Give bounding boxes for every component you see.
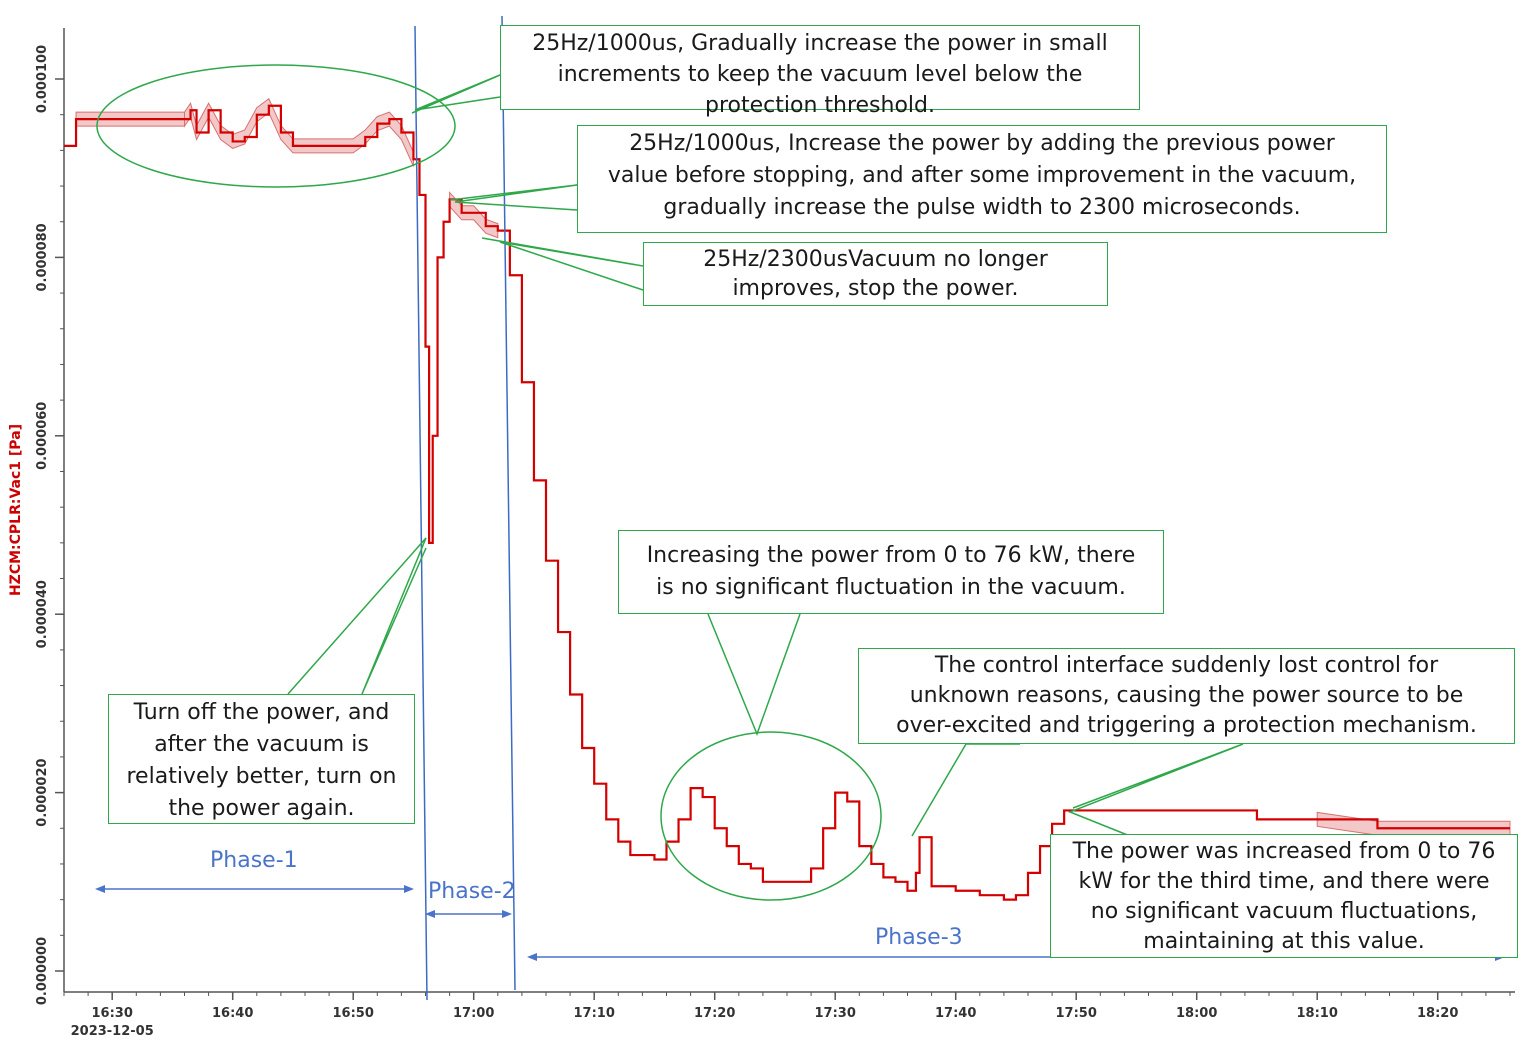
annotation-line: gradually increase the pulse width to 23…	[663, 195, 1301, 220]
x-tick-label: 17:30	[815, 1006, 856, 1021]
leader-a2	[449, 184, 578, 211]
y-tick-label: 0.000060	[35, 402, 50, 470]
annotation-line: value before stopping, and after some im…	[607, 163, 1357, 188]
phase-1-arrow-head-right	[404, 885, 414, 893]
y-tick-label: 0.000020	[35, 758, 50, 826]
annotation-line: the power again.	[168, 796, 355, 821]
leader-a3	[481, 237, 644, 291]
annotation-no-fluctuation: Increasing the power from 0 to 76 kW, th…	[618, 530, 1164, 614]
phase-1-label: Phase-1	[210, 848, 298, 873]
annotation-lost-control: The control interface suddenly lost cont…	[858, 648, 1515, 744]
min-max-band	[184, 97, 414, 167]
phase-2-label: Phase-2	[428, 879, 516, 904]
x-tick-label: 17:20	[694, 1006, 735, 1021]
phase-2-arrow-head-left	[425, 910, 435, 918]
x-tick-label: 18:00	[1176, 1006, 1217, 1021]
annotation-line: increments to keep the vacuum level belo…	[557, 62, 1083, 87]
leader-a7	[1067, 743, 1244, 837]
y-tick-label: 0.000100	[35, 45, 50, 113]
annotation-line: Turn off the power, and	[133, 700, 390, 725]
annotation-line: kW for the third time, and there were	[1078, 869, 1490, 894]
annotation-line: after the vacuum is	[154, 732, 369, 757]
x-date-label: 2023-12-05	[71, 1024, 154, 1039]
annotation-line: Increasing the power from 0 to 76 kW, th…	[646, 543, 1136, 568]
x-tick-label: 16:30	[92, 1006, 133, 1021]
y-tick-label: 0.000000	[35, 937, 50, 1005]
annotation-line: no significant vacuum fluctuations,	[1090, 899, 1478, 924]
phase-3-label: Phase-3	[875, 925, 963, 950]
y-axis-label: HZCM:CPLR:Vac1 [Pa]	[8, 424, 24, 596]
phase-1-arrow-head-left	[95, 885, 105, 893]
phase-2-arrow-head-right	[502, 910, 512, 918]
annotation-line: The control interface suddenly lost cont…	[934, 653, 1439, 678]
annotation-line: 25Hz/1000us, Gradually increase the powe…	[532, 31, 1108, 56]
annotation-line: improves, stop the power.	[732, 276, 1019, 301]
leader-a5	[707, 613, 801, 737]
annotation-stop-power: 25Hz/2300usVacuum no longer improves, st…	[643, 242, 1108, 306]
y-tick-label: 0.000040	[35, 580, 50, 648]
annotation-line: protection threshold.	[705, 93, 935, 118]
annotation-line: over-excited and triggering a protection…	[896, 713, 1477, 738]
annotation-line: maintaining at this value.	[1143, 929, 1425, 954]
phase-3-arrow-head-left	[527, 953, 537, 961]
highlight-ellipse-phase1	[96, 64, 456, 188]
annotation-line: unknown reasons, causing the power sourc…	[909, 683, 1464, 708]
x-tick-label: 17:50	[1056, 1006, 1097, 1021]
phase-divider-2	[501, 15, 516, 991]
x-tick-label: 18:10	[1297, 1006, 1338, 1021]
x-tick-label: 18:20	[1417, 1006, 1458, 1021]
x-tick-label: 16:50	[333, 1006, 374, 1021]
leader-a4	[287, 537, 427, 695]
leader-a6	[911, 743, 1020, 837]
x-tick-label: 16:40	[212, 1006, 253, 1021]
annotation-line: relatively better, turn on	[126, 764, 397, 789]
vacuum-series-line	[64, 104, 1510, 901]
x-tick-label: 17:10	[574, 1006, 615, 1021]
annotation-line: 25Hz/2300usVacuum no longer	[703, 247, 1048, 272]
annotation-line: is no significant fluctuation in the vac…	[656, 575, 1126, 600]
annotation-turn-off-power: Turn off the power, and after the vacuum…	[108, 694, 415, 824]
annotation-line: The power was increased from 0 to 76	[1072, 839, 1496, 864]
y-tick-label: 0.000080	[35, 223, 50, 291]
annotation-phase1-gradual: 25Hz/1000us, Gradually increase the powe…	[500, 25, 1140, 118]
x-tick-label: 17:40	[935, 1006, 976, 1021]
x-tick-label: 17:00	[453, 1006, 494, 1021]
highlight-ellipse-phase3	[660, 731, 882, 901]
annotation-third-increase: The power was increased from 0 to 76 kW …	[1050, 834, 1518, 958]
annotation-line: 25Hz/1000us, Increase the power by addin…	[629, 131, 1335, 156]
phase-divider-1	[414, 25, 428, 1001]
annotation-phase2-increase: 25Hz/1000us, Increase the power by addin…	[577, 125, 1387, 233]
min-max-band	[1316, 811, 1511, 836]
leader-a1	[411, 74, 501, 114]
